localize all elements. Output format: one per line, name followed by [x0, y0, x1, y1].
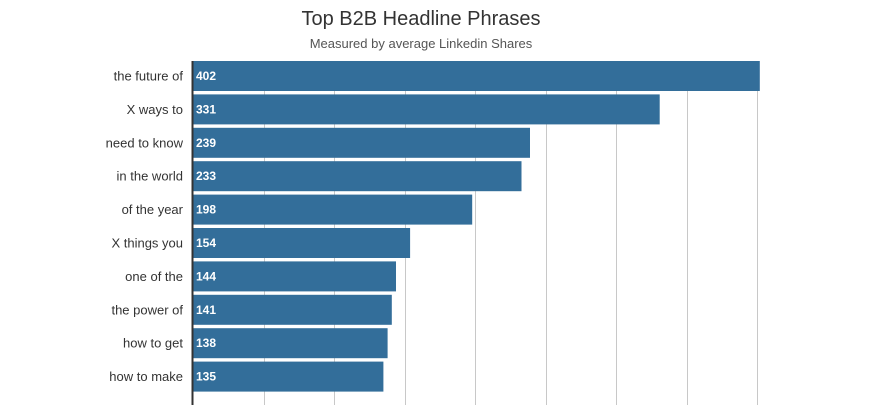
value-label: 141 [196, 303, 216, 317]
value-label: 138 [196, 336, 216, 350]
value-label: 144 [196, 269, 216, 283]
bar [193, 194, 473, 225]
bar [193, 261, 396, 292]
value-label: 402 [196, 69, 216, 83]
bar [193, 328, 388, 359]
category-labels: the future of X ways to need to know in the… [106, 69, 184, 385]
category-label: X ways to [127, 102, 183, 117]
value-label: 135 [196, 370, 216, 384]
value-label: 154 [196, 236, 216, 250]
bar [193, 127, 530, 158]
value-label: 198 [196, 203, 216, 217]
category-label: how to get [123, 336, 183, 351]
bar [193, 294, 392, 325]
value-label: 331 [196, 102, 216, 116]
bars [193, 61, 760, 392]
chart-title: Top B2B Headline Phrases [301, 8, 541, 30]
bar [193, 161, 522, 192]
bar [193, 228, 411, 258]
value-labels: 402 331 239 233 198 154 144 141 138 135 [196, 69, 216, 384]
bar [193, 94, 660, 125]
category-label: the future of [114, 69, 184, 84]
value-label: 233 [196, 169, 216, 183]
category-label: how to make [109, 369, 183, 384]
bar [193, 61, 760, 91]
value-label: 239 [196, 136, 216, 150]
category-label: the power of [111, 302, 183, 317]
category-label: X things you [111, 236, 183, 251]
category-label: in the world [117, 169, 183, 184]
chart-subtitle: Measured by average Linkedin Shares [309, 36, 533, 51]
bar [193, 361, 384, 392]
category-label: one of the [125, 269, 183, 284]
category-label: need to know [106, 135, 184, 150]
category-label: of the year [122, 202, 184, 217]
